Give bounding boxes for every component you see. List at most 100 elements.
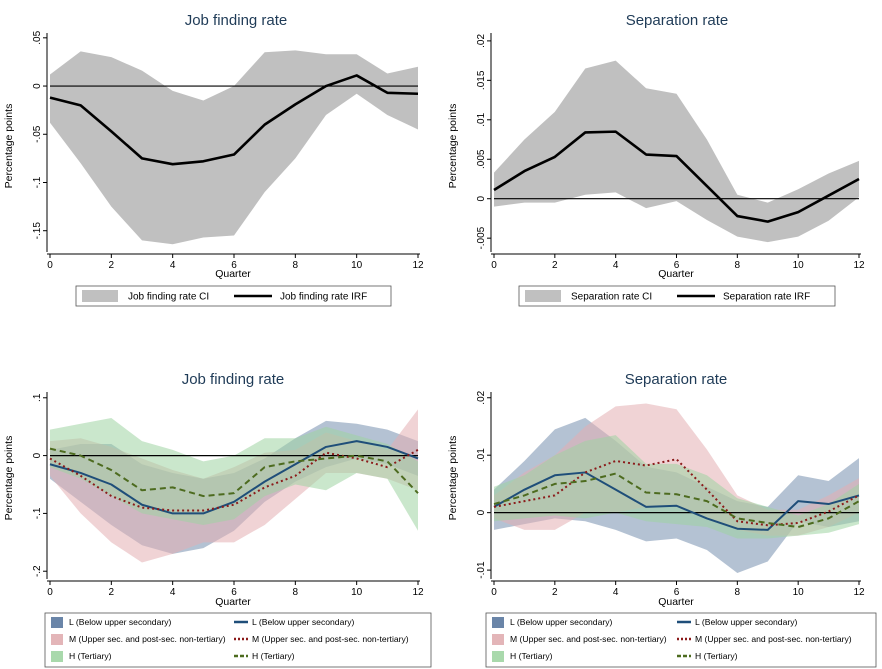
y-tick-label: -.15	[32, 222, 43, 240]
x-tick-label: 8	[735, 260, 741, 271]
legend-label: H (Tertiary)	[69, 651, 112, 661]
legend-swatch-band	[492, 651, 504, 662]
y-tick-label: .01	[476, 112, 487, 126]
plot-area: 0 2 4 6 8 10 12 .02 .01 0 -.01	[476, 390, 865, 598]
legend: L (Below upper secondary) L (Below upper …	[485, 612, 877, 668]
series-line	[49, 440, 419, 515]
x-axis-label: Quarter	[215, 596, 251, 608]
legend-label: L (Below upper secondary)	[695, 617, 798, 627]
y-axis-label: Percentage points	[3, 436, 15, 521]
y-axis-label: Percentage points	[447, 436, 459, 521]
x-tick-label: 2	[109, 587, 115, 598]
legend-box	[75, 285, 392, 307]
x-tick-label: 12	[412, 587, 424, 598]
x-tick-label: 6	[674, 260, 680, 271]
legend-label: Separation rate CI	[571, 292, 652, 303]
y-tick-label: 0	[476, 509, 487, 515]
x-axis-label: Quarter	[215, 268, 251, 280]
legend-label: L (Below upper secondary)	[69, 617, 172, 627]
confidence-band	[494, 60, 859, 243]
legend-label: M (Upper sec. and post-sec. non-tertiary…	[69, 634, 226, 644]
legend-swatch-band	[525, 290, 561, 302]
x-tick-label: 2	[552, 587, 558, 598]
x-tick-label: 12	[853, 260, 865, 271]
legend-swatch-band	[492, 634, 504, 645]
legend-swatch-band	[51, 634, 63, 645]
legend: L (Below upper secondary) L (Below upper …	[44, 612, 432, 668]
chart-title: Job finding rate	[185, 12, 288, 29]
series-line	[493, 471, 860, 531]
series-line	[49, 447, 419, 498]
legend-label: M (Upper sec. and post-sec. non-tertiary…	[252, 634, 409, 644]
y-tick-label: 0	[476, 195, 487, 201]
legend-label: Job finding rate IRF	[280, 292, 367, 303]
y-tick-label: .02	[476, 34, 487, 48]
plot-area: 0 2 4 6 8 10 12 .05 0 -.05 -.1 -.15	[32, 30, 424, 271]
y-tick-label: 0	[32, 83, 43, 89]
y-tick-label: -.2	[32, 565, 43, 577]
x-tick-label: 2	[109, 260, 115, 271]
x-tick-label: 6	[231, 587, 237, 598]
legend-label: H (Tertiary)	[695, 651, 738, 661]
y-axis-label: Percentage points	[3, 104, 15, 189]
legend-swatch-band	[51, 617, 63, 628]
legend: Job finding rate CI Job finding rate IRF	[75, 285, 392, 307]
panel-separation-rate-by-education: 0 2 4 6 8 10 12 .02 .01 0 -.01 Separation rate Qua…	[447, 371, 877, 668]
x-tick-label: 6	[231, 260, 237, 271]
x-tick-label: 8	[293, 260, 299, 271]
panel-separation-rate-aggregate: 0 2 4 6 8 10 12 .02 .015 .01 .005 0 -.005 Separation…	[447, 12, 865, 307]
legend: Separation rate CI Separation rate IRF	[518, 285, 836, 307]
y-tick-label: -.1	[32, 507, 43, 519]
panel-job-finding-rate-by-education: 0 2 4 6 8 10 12 .1 0 -.1 -.2 Job finding rate Quar…	[3, 371, 432, 668]
legend-swatch-band	[51, 651, 63, 662]
chart-title: Separation rate	[626, 12, 729, 29]
panel-job-finding-rate-aggregate: 0 2 4 6 8 10 12 .05 0 -.05 -.1 -.15 Job finding rat…	[3, 12, 424, 307]
legend-swatch-band	[82, 290, 118, 302]
x-tick-label: 2	[552, 260, 558, 271]
x-tick-label: 8	[735, 587, 741, 598]
x-axis-label: Quarter	[658, 596, 694, 608]
y-tick-label: .01	[476, 448, 487, 462]
series-line	[493, 472, 860, 529]
y-tick-label: .015	[476, 70, 487, 90]
x-tick-label: 10	[351, 260, 363, 271]
x-tick-label: 0	[491, 587, 497, 598]
y-tick-label: .1	[32, 393, 43, 402]
x-tick-label: 12	[853, 587, 865, 598]
x-tick-label: 0	[491, 260, 497, 271]
legend-label: L (Below upper secondary)	[252, 617, 355, 627]
series-line	[493, 130, 860, 223]
legend-label: H (Tertiary)	[510, 651, 553, 661]
chart-title: Separation rate	[625, 371, 728, 388]
legend-label: H (Tertiary)	[252, 651, 295, 661]
legend-label: Separation rate IRF	[723, 292, 810, 303]
legend-label: Job finding rate CI	[128, 292, 209, 303]
legend-label: L (Below upper secondary)	[510, 617, 613, 627]
series-line	[49, 74, 419, 166]
x-tick-label: 10	[793, 260, 805, 271]
legend-swatch-band	[492, 617, 504, 628]
y-tick-label: 0	[32, 452, 43, 458]
y-tick-label: -.01	[476, 561, 487, 579]
legend-label: M (Upper sec. and post-sec. non-tertiary…	[510, 634, 667, 644]
x-tick-label: 4	[613, 587, 619, 598]
x-tick-label: 6	[674, 587, 680, 598]
y-tick-label: .005	[476, 149, 487, 169]
series-line	[49, 448, 419, 512]
x-tick-label: 10	[793, 587, 805, 598]
x-tick-label: 4	[170, 587, 176, 598]
x-axis-label: Quarter	[658, 268, 694, 280]
y-tick-label: -.1	[32, 176, 43, 188]
y-tick-label: -.05	[32, 125, 43, 143]
confidence-band	[50, 50, 418, 245]
x-tick-label: 4	[613, 260, 619, 271]
plot-area: 0 2 4 6 8 10 12 .02 .015 .01 .005 0 -.005	[476, 33, 865, 271]
x-tick-label: 12	[412, 260, 424, 271]
y-tick-label: -.005	[476, 226, 487, 249]
x-tick-label: 0	[47, 587, 53, 598]
x-tick-label: 8	[293, 587, 299, 598]
legend-label: M (Upper sec. and post-sec. non-tertiary…	[695, 634, 852, 644]
x-tick-label: 4	[170, 260, 176, 271]
x-tick-label: 0	[47, 260, 53, 271]
